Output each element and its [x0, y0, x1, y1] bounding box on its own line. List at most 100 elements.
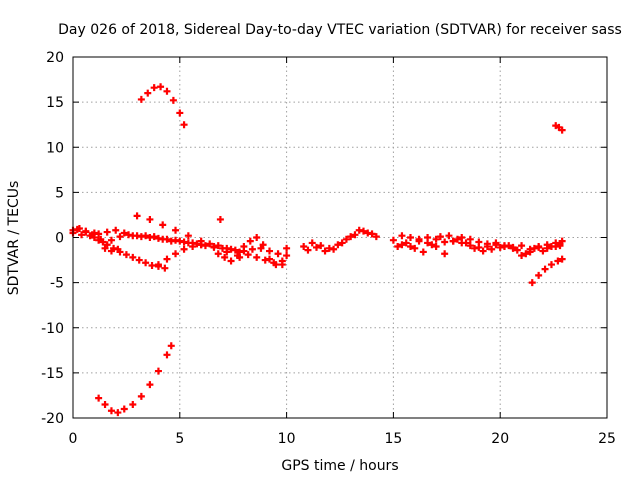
data-point: [95, 236, 103, 244]
data-point: [246, 237, 254, 245]
data-point: [364, 229, 372, 237]
data-point: [496, 243, 504, 251]
data-point: [184, 239, 192, 247]
data-point: [317, 242, 325, 250]
series-mid-1: [300, 227, 376, 252]
data-point: [142, 232, 150, 240]
data-point: [73, 225, 81, 233]
data-point: [144, 89, 152, 97]
y-tick-label: 5: [55, 185, 64, 201]
data-point: [283, 244, 291, 252]
data-point: [441, 250, 449, 258]
data-point: [522, 250, 530, 258]
series-arc-lower: [95, 342, 175, 417]
data-point: [107, 247, 115, 255]
data-point: [428, 241, 436, 249]
x-tick-label: 20: [491, 431, 509, 447]
data-point: [99, 238, 107, 246]
data-point: [441, 238, 449, 246]
data-point: [137, 95, 145, 103]
data-point: [372, 233, 380, 241]
data-point: [172, 226, 180, 234]
data-point: [518, 242, 526, 250]
data-point: [406, 234, 414, 241]
data-point: [163, 351, 171, 359]
x-tick-label: 10: [278, 431, 296, 447]
data-point: [95, 394, 103, 402]
data-point: [180, 121, 188, 129]
x-tick-label: 5: [175, 431, 184, 447]
data-point: [535, 271, 543, 279]
series-mid-4: [394, 232, 564, 258]
chart-title: Day 026 of 2018, Sidereal Day-to-day VTE…: [58, 22, 622, 38]
data-point: [95, 230, 103, 238]
data-point: [266, 255, 274, 263]
y-tick-label: 20: [46, 50, 64, 66]
data-point: [406, 243, 414, 251]
data-point: [112, 226, 120, 234]
data-point: [321, 247, 329, 255]
data-point: [146, 215, 154, 223]
data-point: [167, 342, 175, 350]
data-point: [308, 239, 316, 247]
data-point: [101, 244, 109, 252]
series-mid-3: [389, 234, 564, 253]
data-point: [513, 246, 521, 254]
data-point: [227, 257, 235, 265]
x-tick-label: 25: [598, 431, 616, 447]
data-point: [347, 233, 355, 241]
data-point: [402, 239, 410, 247]
data-point: [253, 253, 261, 261]
data-point: [304, 246, 312, 254]
series-isolated: [216, 215, 224, 223]
data-point: [259, 241, 267, 249]
data-point: [449, 237, 457, 245]
data-point: [233, 252, 241, 260]
data-point: [415, 237, 423, 245]
data-point: [221, 253, 229, 261]
data-point: [244, 251, 252, 259]
data-point: [419, 248, 427, 256]
data-point: [107, 236, 115, 244]
data-point: [214, 250, 222, 258]
data-point: [150, 233, 158, 241]
series-arc-upper: [137, 83, 188, 129]
data-point: [114, 409, 122, 417]
data-point: [184, 232, 192, 240]
data-point: [528, 279, 536, 287]
data-point: [210, 243, 218, 251]
data-point: [466, 235, 474, 243]
data-point: [541, 265, 549, 273]
y-tick-label: -10: [41, 321, 64, 337]
data-point: [201, 242, 209, 250]
y-tick-label: 0: [55, 231, 64, 247]
data-point: [253, 234, 261, 241]
x-axis-label: GPS time / hours: [281, 458, 398, 474]
data-point: [150, 84, 158, 92]
x-tick-label: 0: [69, 431, 78, 447]
data-point: [554, 257, 562, 265]
y-tick-label: 10: [46, 140, 64, 156]
data-point: [157, 83, 165, 91]
data-point: [453, 235, 461, 243]
data-point: [274, 250, 282, 258]
data-point: [122, 251, 130, 259]
data-point: [103, 228, 111, 236]
data-point: [552, 239, 560, 247]
data-point: [543, 241, 551, 249]
data-point: [101, 400, 109, 408]
data-point: [518, 252, 526, 260]
data-point: [558, 126, 566, 134]
data-point: [411, 244, 419, 252]
data-point: [278, 257, 286, 265]
data-point: [129, 253, 137, 261]
data-point: [193, 240, 201, 248]
data-point: [462, 239, 470, 247]
y-tick-label: -5: [50, 276, 64, 292]
data-point: [424, 239, 432, 247]
data-point: [216, 215, 224, 223]
data-point: [488, 245, 496, 253]
data-point: [398, 241, 406, 249]
data-point: [180, 245, 188, 253]
